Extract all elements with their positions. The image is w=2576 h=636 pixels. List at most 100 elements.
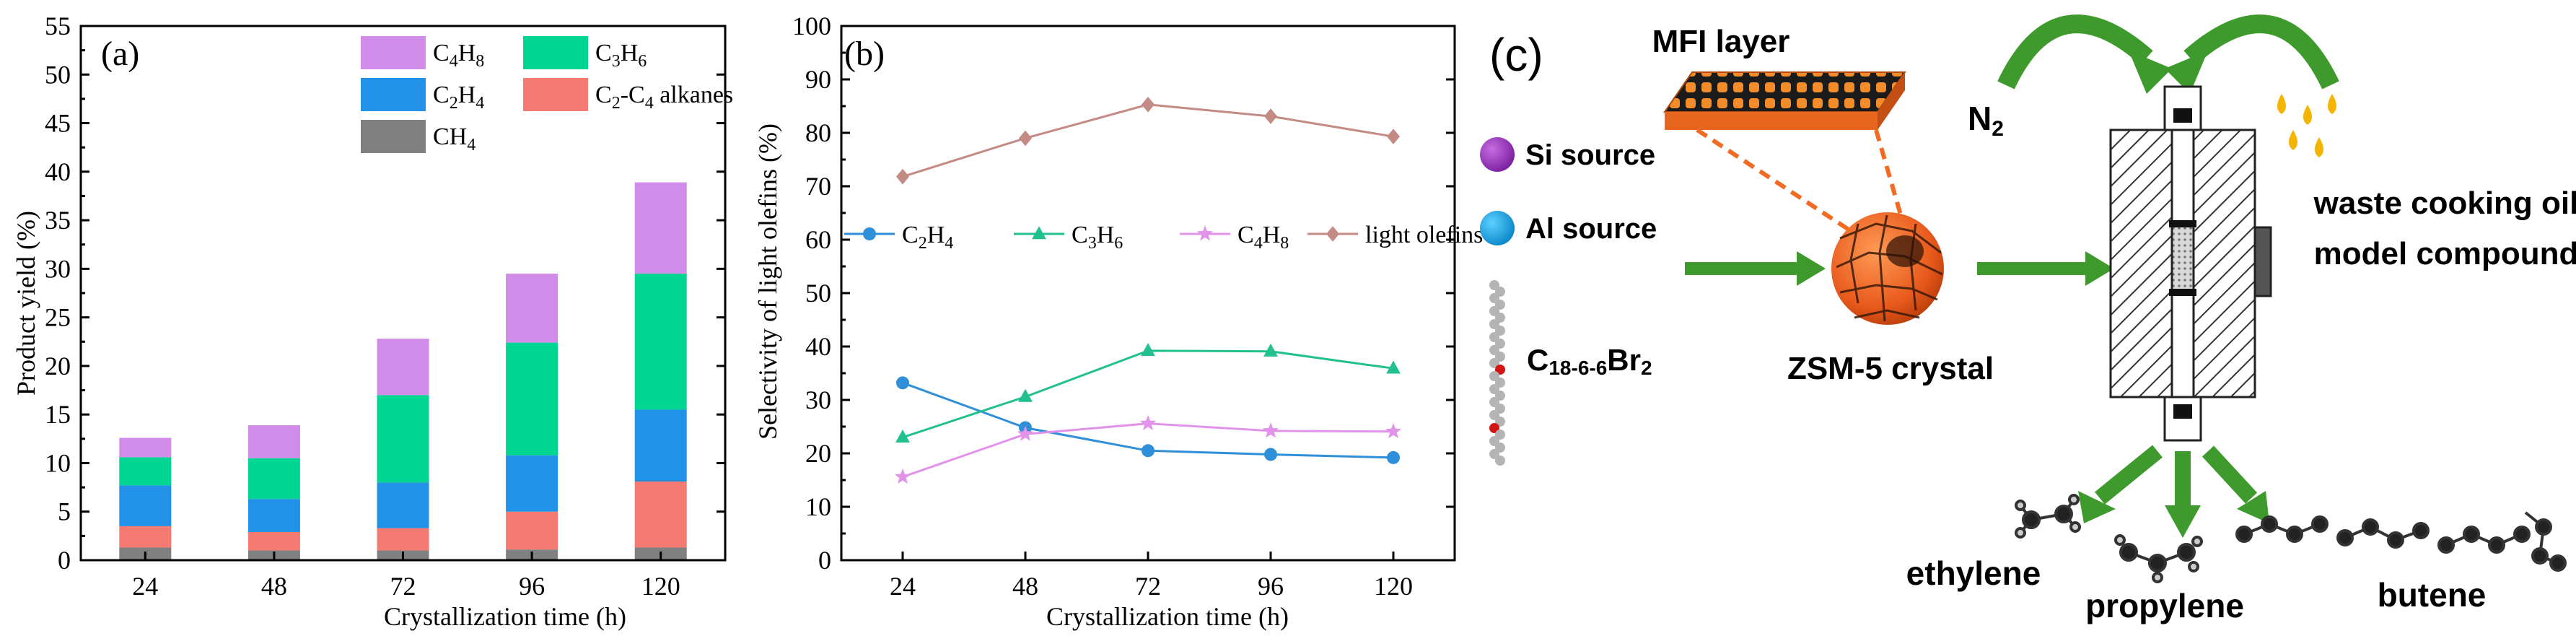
a-legend-label-C2H4-part-3: 4	[476, 94, 484, 113]
template-chain-atom	[1489, 410, 1499, 420]
n2-sub: 2	[1992, 117, 2004, 141]
a-x-tick-label-120: 120	[641, 572, 680, 601]
b-legend-label-C2H4: C2H4	[902, 222, 953, 253]
b-x-tick-label-72: 72	[1135, 572, 1161, 601]
a-y-tick-label: 5	[58, 497, 71, 526]
a-legend-swatch-C2H4	[361, 78, 426, 111]
a-legend-label-C3H6-part-0: C	[595, 40, 612, 66]
outlet-arrow-right	[2202, 445, 2258, 504]
propylene-molecule-icon	[2114, 534, 2203, 583]
mfi-layer-label: MFI layer	[1652, 24, 1790, 59]
b-y-tick-label: 90	[805, 65, 831, 94]
b-y-tick-label: 0	[818, 546, 831, 575]
a-legend-label-C2C4alkanes-part-2: -C	[621, 82, 645, 108]
template-chain-atom	[1489, 345, 1499, 355]
template-chain-atom	[1495, 326, 1505, 336]
a-bar-C2H4-48	[247, 499, 300, 532]
a-legend-label-C2H4-part-0: C	[433, 82, 450, 108]
a-legend-label-C2H4: C2H4	[433, 82, 484, 113]
b-point-C3H6-96	[1263, 343, 1278, 357]
a-bar-C2H4-72	[377, 482, 429, 528]
a-x-tick-label-48: 48	[261, 572, 287, 601]
a-legend-label-C3H6-part-1: 3	[612, 52, 621, 71]
b-point-lightolefins-48	[1019, 130, 1032, 147]
a-legend-label-CH4: CH4	[433, 123, 476, 154]
b-x-tick-label-24: 24	[890, 572, 916, 601]
b-legend-label-C2H4-part-2: H	[927, 222, 945, 248]
template-chain-atom	[1489, 436, 1499, 446]
b-legend-label-C3H6-part-0: C	[1072, 222, 1088, 248]
b-point-C2H4-72	[1142, 444, 1155, 458]
a-legend-label-C4H8-part-0: C	[433, 40, 450, 66]
a-legend-label-C2H4-part-1: 2	[450, 94, 458, 113]
template-chain-atom	[1495, 391, 1505, 401]
crystal-label: ZSM-5 crystal	[1787, 351, 1994, 386]
b-x-tick-label-96: 96	[1258, 572, 1284, 601]
b-legend-label-C3H6-part-1: 3	[1088, 234, 1097, 253]
a-y-tick-label: 35	[45, 206, 71, 235]
b-legend-label-lightolefins-part-0: light olefins	[1365, 222, 1483, 248]
a-bar-C2C4alkanes-72	[377, 528, 429, 551]
product-propylene: propylene	[2085, 587, 2244, 624]
a-legend-label-C4H8: C4H8	[433, 40, 484, 71]
al-source-label: Al source	[1525, 213, 1657, 245]
template-chain-atom	[1495, 378, 1505, 388]
b-legend-marker-C4H8	[1196, 225, 1214, 241]
n2-label: N2	[1968, 100, 2004, 141]
a-legend-label-C3H6-part-3: 6	[638, 52, 647, 71]
b-point-C3H6-120	[1386, 360, 1401, 374]
mfi-layer-icon	[1663, 71, 1906, 130]
a-legend-label-CH4-part-0: CH	[433, 123, 467, 150]
template-chain-atom	[1495, 339, 1505, 349]
template-chain-atom	[1489, 280, 1499, 290]
b-legend-label-C2H4-part-3: 4	[945, 234, 953, 253]
a-legend-label-C2C4alkanes-part-0: C	[595, 82, 612, 108]
template-chain-atom	[1489, 319, 1499, 329]
n2-inlet-arrow	[1997, 14, 2153, 90]
b-y-tick-label: 20	[805, 439, 831, 468]
template-chain-atom	[1489, 293, 1499, 303]
a-bar-C3H6-48	[247, 458, 300, 500]
a-bars	[119, 182, 687, 560]
template-chain-atom	[1489, 384, 1499, 394]
n2-base: N	[1968, 100, 1992, 137]
template-chain-atom	[1495, 300, 1505, 310]
template-chain-atom	[1495, 313, 1505, 323]
arrow-to-reactor-head	[2085, 251, 2114, 286]
a-bar-C2C4alkanes-96	[506, 511, 558, 550]
template-molecule-icon	[1489, 280, 1505, 466]
b-legend-label-C3H6-part-3: 6	[1114, 234, 1123, 253]
b-point-C2H4-96	[1264, 448, 1277, 461]
template-chain-atom	[1495, 430, 1505, 440]
b-y-tick-label: 100	[792, 12, 831, 40]
a-bar-C3H6-24	[119, 457, 172, 486]
b-legend-label-C3H6-part-2: H	[1097, 222, 1115, 248]
b-point-C2H4-120	[1387, 450, 1400, 464]
a-y-tick-label: 15	[45, 400, 71, 429]
b-y-axis-title: Selectivity of light olefins (%)	[753, 123, 782, 440]
a-legend-label-C2C4alkanes: C2-C4 alkanes	[595, 82, 733, 113]
template-formula: C18-6-6Br2	[1527, 343, 1652, 379]
template-sub: 18-6-6	[1548, 357, 1607, 379]
a-bar-C3H6-120	[634, 274, 687, 410]
b-x-tick-label-48: 48	[1012, 572, 1038, 601]
b-legend-label-C4H8-part-0: C	[1237, 222, 1254, 248]
b-y-tick-label: 30	[805, 385, 831, 414]
a-bar-C3H6-96	[506, 342, 558, 456]
b-point-C3H6-72	[1141, 343, 1155, 357]
product-ethylene: ethylene	[1906, 554, 2041, 592]
template-chain-atom	[1489, 358, 1499, 368]
template-br-atom	[1489, 423, 1499, 433]
ethylene-molecule-icon	[2015, 494, 2081, 539]
a-legend-label-C4H8-part-3: 8	[476, 52, 484, 71]
a-y-axis-title: Product yield (%)	[12, 211, 40, 396]
b-legend-label-C3H6: C3H6	[1072, 222, 1123, 253]
a-x-tick-label-72: 72	[390, 572, 416, 601]
a-y-tick-label: 55	[45, 12, 71, 40]
product-butene: butene	[2378, 576, 2487, 614]
template-br-atom	[1495, 365, 1505, 375]
template-chain-atom	[1495, 404, 1505, 414]
arrow-to-crystal-head	[1797, 251, 1826, 286]
a-legend-swatch-C3H6	[523, 36, 588, 69]
